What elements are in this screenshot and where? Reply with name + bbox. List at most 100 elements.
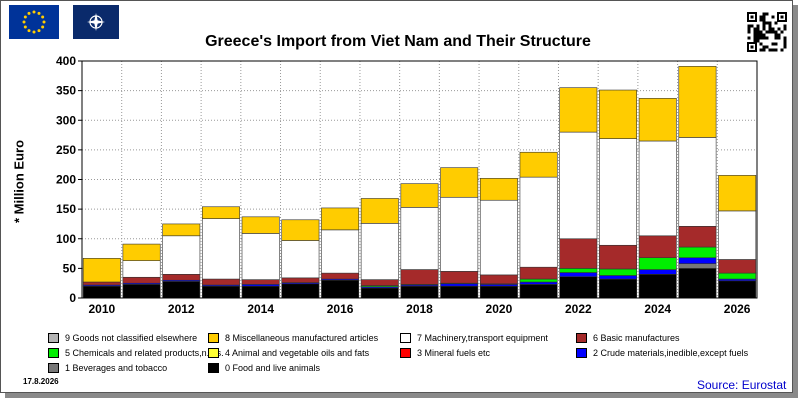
bar-segment-2022-cat0 xyxy=(559,276,598,299)
bar-segment-2011-cat6 xyxy=(122,276,161,284)
legend-item-0: 0 Food and live animals xyxy=(208,363,320,373)
bar-segment-2011-cat0 xyxy=(122,284,161,299)
legend-swatch xyxy=(208,333,219,343)
bar-segment-2023-cat6 xyxy=(599,244,637,270)
legend-item-7: 7 Machinery,transport equipment xyxy=(400,333,548,343)
bar-segment-2013-cat6 xyxy=(202,278,240,286)
bar-segment-2015-cat0 xyxy=(281,283,320,299)
y-tick-label: 100 xyxy=(56,232,76,246)
bar-segment-2021-cat6 xyxy=(519,266,558,280)
bar-segment-2025-cat1 xyxy=(678,263,717,269)
bar-segment-2018-cat6 xyxy=(400,269,439,285)
axes xyxy=(78,60,758,299)
bar-segment-2019-cat6 xyxy=(440,271,479,284)
y-tick-label: 200 xyxy=(56,173,76,187)
legend-label: 7 Machinery,transport equipment xyxy=(417,333,548,343)
bar-segment-2011-cat8 xyxy=(122,243,161,261)
bar-segment-2016-cat7 xyxy=(321,229,360,274)
bar-segment-2023-cat0 xyxy=(599,278,637,299)
legend-swatch xyxy=(48,363,59,373)
bar-segment-2017-cat0 xyxy=(360,287,399,299)
bar-segment-2024-cat5 xyxy=(638,257,677,270)
y-tick-label: 300 xyxy=(56,113,76,127)
bar-segment-2024-cat7 xyxy=(638,140,677,237)
legend-swatch xyxy=(576,333,587,343)
bar-segment-2025-cat7 xyxy=(678,137,717,227)
y-tick-label: 50 xyxy=(63,261,77,275)
source-link[interactable]: Source: Eurostat xyxy=(697,378,787,392)
x-tick-labels: 2010 2012 2014 2016 2018 2020 2022 2024 2026 xyxy=(89,302,751,316)
bar-segment-2024-cat6 xyxy=(638,235,677,259)
bar-segment-2021-cat2 xyxy=(519,281,558,285)
bar-segment-2020-cat6 xyxy=(479,274,518,285)
legend-item-3: 3 Mineral fuels etc xyxy=(400,348,490,358)
legend-label: 8 Miscellaneous manufactured articles xyxy=(225,333,379,343)
bar-segment-2015-cat6 xyxy=(281,277,320,283)
legend-item-8: 8 Miscellaneous manufactured articles xyxy=(208,333,378,343)
bar-segment-2018-cat8 xyxy=(400,183,439,208)
bar-segment-2015-cat7 xyxy=(281,240,320,279)
bar-segment-2021-cat7 xyxy=(519,176,558,268)
bar-segment-2022-cat7 xyxy=(559,131,598,240)
legend-item-4: 4 Animal and vegetable oils and fats xyxy=(208,348,369,358)
y-tick-labels: 0 50 100 150 200 250 300 350 400 xyxy=(56,54,76,305)
legend-label: 1 Beverages and tobacco xyxy=(65,363,168,373)
bars xyxy=(82,66,757,299)
x-tick-label: 2012 xyxy=(168,302,195,316)
nato-logo xyxy=(73,5,119,39)
bar-segment-2010-cat0 xyxy=(82,285,121,299)
bar-segment-2022-cat5 xyxy=(559,268,598,273)
bar-segment-2026-cat7 xyxy=(718,210,757,260)
legend-swatch xyxy=(48,348,59,358)
legend-swatch xyxy=(400,333,411,343)
chart-title: Greece's Import from Viet Nam and Their … xyxy=(205,33,591,50)
y-tick-label: 150 xyxy=(56,202,76,216)
y-tick-label: 400 xyxy=(56,54,76,68)
bar-segment-2025-cat2 xyxy=(678,257,717,264)
qr-code-icon[interactable] xyxy=(747,12,787,52)
bar-segment-2024-cat0 xyxy=(638,273,677,299)
bar-segment-2021-cat8 xyxy=(519,151,558,178)
bar-segment-2013-cat7 xyxy=(202,218,240,280)
legend: 9 Goods not classified elsewhere 8 Miscel… xyxy=(48,333,788,381)
y-tick-label: 350 xyxy=(56,84,76,98)
x-tick-label: 2024 xyxy=(644,302,671,316)
bar-segment-2023-cat2 xyxy=(599,275,637,280)
bar-segment-2016-cat6 xyxy=(321,272,360,280)
bar-segment-2023-cat7 xyxy=(599,138,637,246)
legend-label: 3 Mineral fuels etc xyxy=(417,348,491,358)
bar-segment-2022-cat8 xyxy=(559,87,598,133)
bar-segment-2023-cat5 xyxy=(599,268,637,276)
bar-segment-2015-cat8 xyxy=(281,219,320,241)
legend-swatch xyxy=(48,333,59,343)
x-tick-label: 2022 xyxy=(565,302,592,316)
bar-segment-2025-cat6 xyxy=(678,226,717,248)
legend-label: 6 Basic manufactures xyxy=(593,333,680,343)
bar-segment-2026-cat6 xyxy=(718,259,757,274)
bar-segment-2016-cat0 xyxy=(321,279,360,299)
bar-segment-2021-cat5 xyxy=(519,278,558,283)
bar-segment-2019-cat0 xyxy=(440,285,479,299)
bar-segment-2016-cat8 xyxy=(321,207,360,231)
bar-segment-2012-cat6 xyxy=(162,273,201,281)
bar-segment-2020-cat0 xyxy=(479,285,518,299)
bar-segment-2010-cat8 xyxy=(82,258,121,283)
x-tick-label: 2018 xyxy=(406,302,433,316)
bar-segment-2025-cat5 xyxy=(678,246,717,259)
bar-segment-2012-cat7 xyxy=(162,235,201,275)
legend-label: 5 Chemicals and related products,n.e.s. xyxy=(65,348,224,358)
x-tick-label: 2020 xyxy=(486,302,513,316)
bar-segment-2022-cat6 xyxy=(559,238,598,269)
legend-item-6: 6 Basic manufactures xyxy=(576,333,680,343)
legend-item-5: 5 Chemicals and related products,n.e.s. xyxy=(48,348,224,358)
bar-segment-2012-cat0 xyxy=(162,281,201,299)
bar-segment-2021-cat0 xyxy=(519,284,558,299)
bar-segment-2020-cat7 xyxy=(479,199,518,276)
bar-segment-2024-cat8 xyxy=(638,98,677,142)
legend-item-9: 9 Goods not classified elsewhere xyxy=(48,333,197,343)
bar-segment-2023-cat8 xyxy=(599,89,637,139)
bar-segment-2013-cat0 xyxy=(202,285,240,299)
legend-label: 2 Crude materials,inedible,except fuels xyxy=(593,348,749,358)
bar-segment-2025-cat0 xyxy=(678,268,717,299)
